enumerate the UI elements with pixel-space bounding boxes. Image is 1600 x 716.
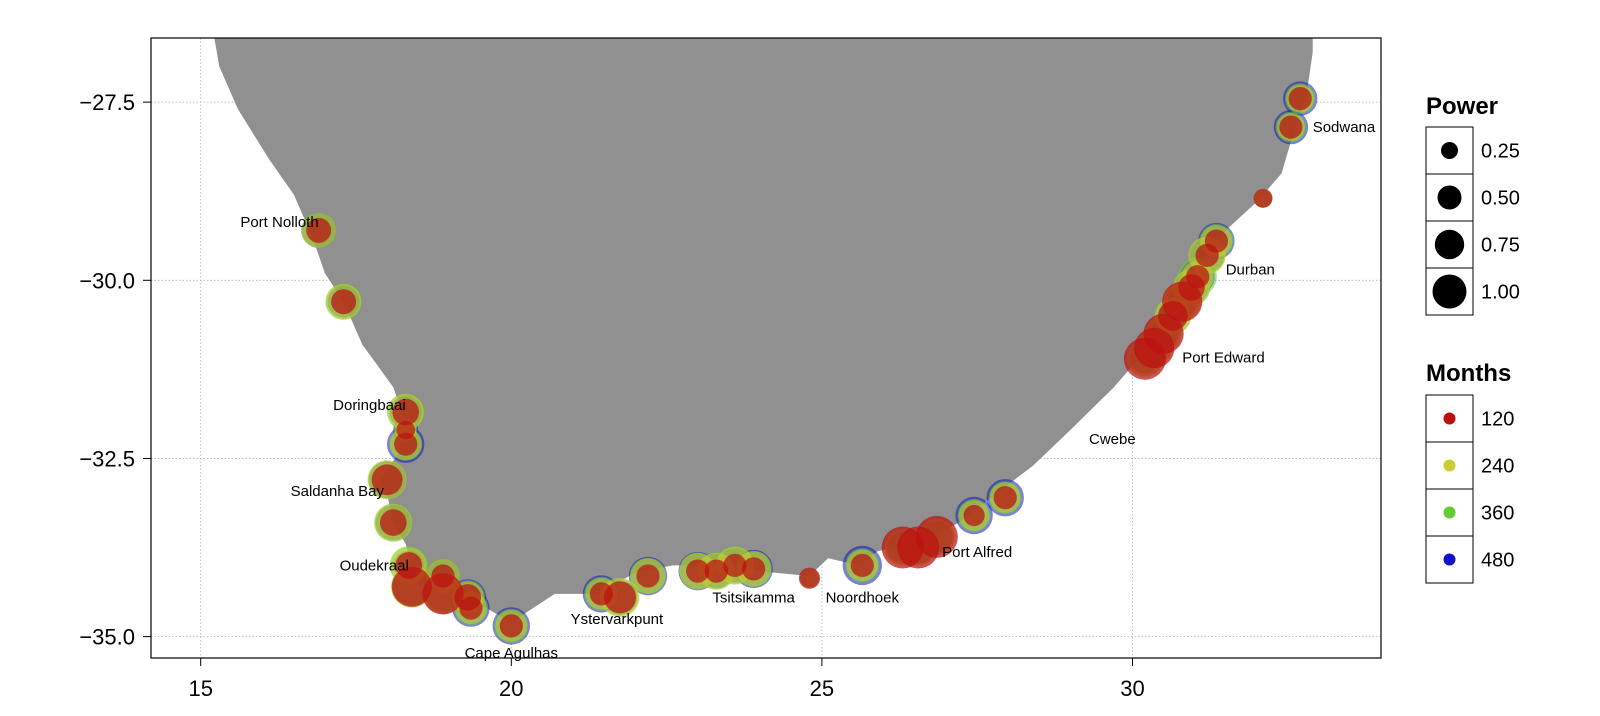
data-point-120 <box>915 515 958 558</box>
plot-frame <box>150 37 1382 659</box>
data-point-120 <box>1253 188 1273 208</box>
data-point-120 <box>1279 115 1303 139</box>
data-points <box>301 81 1318 645</box>
legend-power-symbol <box>1441 142 1458 159</box>
data-point-120 <box>392 398 420 426</box>
legend-power-label: 0.25 <box>1481 141 1520 163</box>
place-label: Port Edward <box>1182 349 1265 366</box>
legend-months-label: 480 <box>1481 550 1514 572</box>
data-point-120 <box>636 564 660 588</box>
place-label: Durban <box>1226 262 1275 279</box>
land-mass <box>214 38 1313 623</box>
x-tick-label: 30 <box>1120 676 1144 701</box>
place-label: Saldanha Bay <box>291 483 385 500</box>
y-tick-label: −27.5 <box>79 90 135 115</box>
legend-power-symbol <box>1434 229 1465 260</box>
place-label: Cwebe <box>1089 431 1136 448</box>
land-region <box>214 38 1313 623</box>
place-label: Port Alfred <box>942 544 1012 561</box>
data-point-120 <box>380 509 407 536</box>
data-point-120 <box>396 420 416 440</box>
place-label: Doringbaai <box>333 397 406 414</box>
data-point-120 <box>331 289 357 315</box>
legend-months-label: 240 <box>1481 456 1514 478</box>
legend-power-symbol <box>1437 185 1462 210</box>
legend-power-symbol <box>1432 274 1467 309</box>
place-label: Noordhoek <box>826 589 900 606</box>
data-point-120 <box>1204 229 1228 253</box>
legend-months-symbol <box>1443 412 1456 425</box>
data-point-120 <box>431 564 455 588</box>
data-point-120 <box>1186 265 1210 289</box>
y-tick-label: −35.0 <box>79 625 135 650</box>
place-label: Tsitsikamma <box>712 589 795 606</box>
legend-months-title: Months <box>1426 360 1511 387</box>
legend-power-label: 0.75 <box>1481 235 1520 257</box>
data-point-120 <box>686 559 710 583</box>
data-point-120 <box>306 217 332 243</box>
data-point-120 <box>963 504 985 527</box>
legend: Power 0.25 0.50 0.75 1.00 Months 120 240 360 480 <box>1425 93 1520 584</box>
data-point-120 <box>459 596 483 620</box>
data-point-120 <box>704 559 728 583</box>
data-point-120 <box>993 486 1017 510</box>
data-point-120 <box>850 553 874 578</box>
place-label: Port Nolloth <box>240 214 318 231</box>
data-point-120 <box>589 582 614 606</box>
data-point-120 <box>499 614 523 638</box>
axes: 15 20 25 30 −27.5 −30.0 −32.5 −35.0 <box>79 90 1144 701</box>
legend-months-symbol <box>1443 553 1456 566</box>
place-labels: Port Nolloth Doringbaai Saldanha Bay Oudekr… <box>240 119 1376 662</box>
data-point-120 <box>371 464 403 496</box>
legend-power-title: Power <box>1426 93 1498 120</box>
data-point-120 <box>395 552 423 579</box>
data-point-120 <box>742 557 766 581</box>
x-tick-label: 25 <box>810 676 834 701</box>
data-point-120 <box>1158 301 1188 331</box>
legend-months-label: 120 <box>1481 409 1514 431</box>
y-tick-label: −32.5 <box>79 446 135 471</box>
data-point-120 <box>1288 87 1312 111</box>
legend-months-symbol <box>1443 506 1456 519</box>
data-point-120 <box>394 432 418 456</box>
y-tick-label: −30.0 <box>79 268 135 293</box>
x-tick-label: 15 <box>188 676 212 701</box>
legend-power-label: 1.00 <box>1481 282 1520 304</box>
legend-months-label: 360 <box>1481 503 1514 525</box>
legend-months-symbol <box>1443 459 1456 472</box>
legend-power-label: 0.50 <box>1481 188 1520 210</box>
place-label: Oudekraal <box>340 557 409 574</box>
place-label: Ystervarkpunt <box>571 611 664 628</box>
data-point-120 <box>422 573 464 615</box>
place-label: Sodwana <box>1313 119 1376 136</box>
data-point-120 <box>798 567 821 589</box>
data-point-120 <box>723 553 747 578</box>
x-tick-label: 20 <box>499 676 523 701</box>
